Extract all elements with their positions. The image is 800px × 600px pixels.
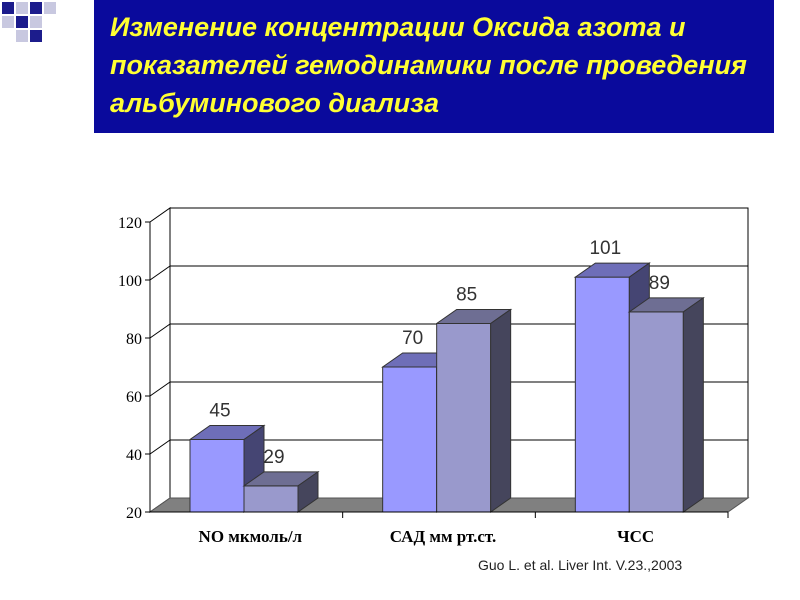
citation: Guo L. et al. Liver Int. V.23.,2003 — [478, 557, 683, 573]
category-label: ЧСС — [617, 527, 654, 546]
data-label: 29 — [263, 447, 284, 468]
square-decoration — [30, 30, 42, 42]
title-banner: Изменение концентрации Оксида азота и по… — [94, 0, 774, 133]
gridline-side — [149, 439, 171, 455]
square-decoration — [16, 2, 28, 14]
square-decoration — [16, 16, 28, 28]
gridline-side — [149, 323, 171, 339]
data-label: 101 — [589, 238, 621, 259]
square-decoration — [30, 16, 42, 28]
data-label: 45 — [209, 401, 230, 422]
side-wall — [149, 207, 171, 513]
bar-front — [574, 276, 630, 513]
bar-front — [243, 485, 299, 513]
data-label: 85 — [456, 285, 477, 306]
bar-side — [490, 308, 512, 513]
gridline-side — [149, 265, 171, 281]
bar-front — [382, 366, 438, 513]
square-decoration — [2, 16, 14, 28]
bar-front — [436, 323, 492, 513]
data-label: 89 — [649, 273, 670, 294]
square-decoration — [2, 2, 14, 14]
bar-front — [628, 311, 684, 513]
square-decoration — [30, 2, 42, 14]
bar-side — [297, 470, 319, 513]
square-decoration — [16, 30, 28, 42]
y-tick-label: 80 — [126, 331, 142, 348]
y-tick-label: 120 — [118, 215, 142, 232]
category-label: САД мм рт.ст. — [390, 527, 496, 546]
bar-side — [682, 296, 704, 513]
y-tick-label: 40 — [126, 447, 142, 464]
slide-title: Изменение концентрации Оксида азота и по… — [110, 12, 747, 118]
gridline-side — [149, 381, 171, 397]
y-tick-label: 100 — [118, 273, 142, 290]
data-label: 70 — [402, 328, 423, 349]
y-tick-label: 20 — [126, 505, 142, 522]
y-tick-label: 60 — [126, 389, 142, 406]
square-decoration — [44, 2, 56, 14]
decorative-squares — [0, 0, 100, 50]
bar-front — [189, 439, 245, 513]
category-label: NO мкмоль/л — [199, 527, 303, 546]
